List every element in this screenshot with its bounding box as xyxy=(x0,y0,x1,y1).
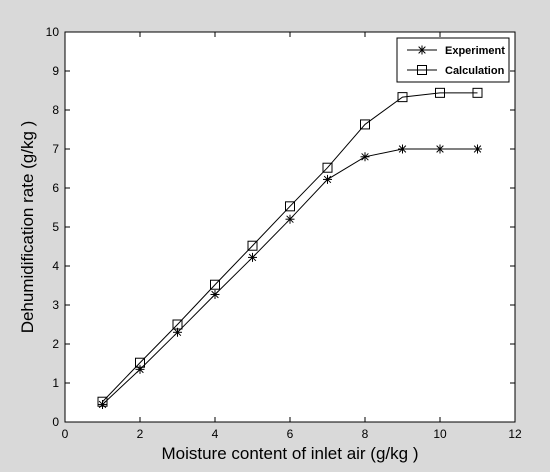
data-point-calculation xyxy=(247,240,258,251)
series-layer xyxy=(97,87,483,409)
y-tick-label: 1 xyxy=(52,376,59,390)
x-tick-label: 12 xyxy=(508,427,522,441)
y-tick-label: 6 xyxy=(52,181,59,195)
data-point-calculation xyxy=(360,119,370,130)
y-tick-label: 8 xyxy=(52,103,59,117)
legend-box xyxy=(396,37,510,83)
x-tick-label: 10 xyxy=(433,427,447,441)
data-point-calculation xyxy=(172,319,183,330)
legend-label-calculation: Calculation xyxy=(445,65,505,77)
data-point-calculation xyxy=(435,87,445,98)
legend: Experiment Calculation xyxy=(396,37,510,83)
legend-marker-experiment xyxy=(417,45,427,55)
y-tick-label: 9 xyxy=(52,64,59,78)
x-tick-label: 6 xyxy=(287,427,294,441)
data-point-experiment xyxy=(435,144,445,154)
y-tick-label: 7 xyxy=(52,142,59,156)
data-point-calculation xyxy=(97,396,108,407)
data-point-experiment xyxy=(210,289,220,299)
legend-label-experiment: Experiment xyxy=(445,45,505,57)
y-tick-label: 4 xyxy=(52,259,59,273)
y-tick-label: 10 xyxy=(46,25,60,39)
y-axis-label: Dehumidification rate (g/kg ) xyxy=(18,121,37,334)
y-axis: 0 1 2 3 4 5 6 7 8 9 10 xyxy=(46,25,515,429)
data-point-experiment xyxy=(360,152,370,162)
x-tick-label: 0 xyxy=(62,427,69,441)
y-tick-label: 0 xyxy=(52,415,59,429)
y-tick-label: 3 xyxy=(52,298,59,312)
x-tick-label: 4 xyxy=(212,427,219,441)
x-axis-label: Moisture content of inlet air (g/kg ) xyxy=(161,444,418,463)
data-point-calculation xyxy=(285,201,295,212)
series-calculation xyxy=(97,87,483,407)
data-point-experiment xyxy=(398,144,407,154)
data-point-calculation xyxy=(322,162,333,173)
data-point-experiment xyxy=(473,144,482,154)
x-axis: 0 2 4 6 8 10 12 xyxy=(62,32,522,441)
y-tick-label: 2 xyxy=(52,337,59,351)
data-point-calculation xyxy=(472,87,483,98)
data-point-calculation xyxy=(397,92,408,103)
data-point-experiment xyxy=(285,214,295,224)
legend-marker-calculation xyxy=(417,65,427,75)
x-tick-label: 2 xyxy=(137,427,144,441)
series-experiment xyxy=(98,144,482,409)
data-point-experiment xyxy=(248,252,257,262)
data-point-experiment xyxy=(323,174,332,184)
x-tick-label: 8 xyxy=(362,427,369,441)
series-line-calculation xyxy=(102,92,478,403)
plot-area xyxy=(64,31,516,423)
data-point-calculation xyxy=(135,357,145,368)
data-point-calculation xyxy=(210,279,220,290)
y-tick-label: 5 xyxy=(52,220,59,234)
